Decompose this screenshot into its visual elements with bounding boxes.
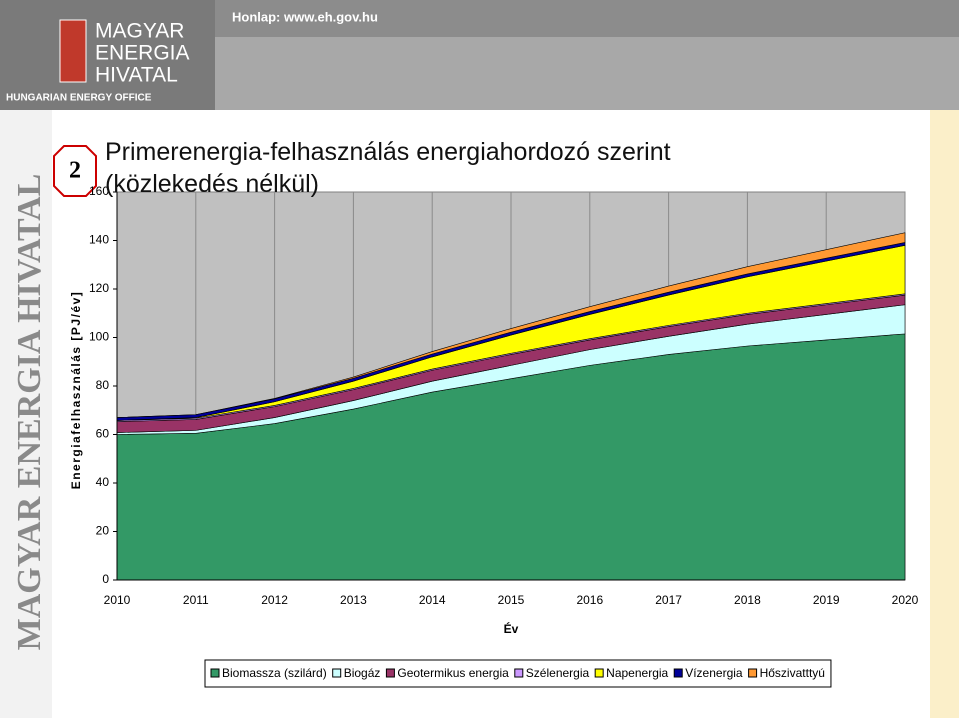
y-tick-label: 60 bbox=[96, 427, 110, 441]
y-axis-label: Energiafelhasználás [PJ/év] bbox=[69, 291, 83, 490]
legend-swatch bbox=[385, 668, 395, 678]
logo-box bbox=[0, 0, 215, 110]
logo-line: HIVATAL bbox=[95, 64, 178, 87]
legend-swatch bbox=[673, 668, 683, 678]
chart-title: Primerenergia-felhasználás energiahordoz… bbox=[105, 138, 671, 198]
slide-number-box bbox=[53, 145, 97, 197]
legend-label: Geotermikus energia bbox=[397, 666, 509, 680]
legend-swatch bbox=[514, 668, 524, 678]
legend-label: Szélenergia bbox=[526, 666, 590, 680]
slide-number: 2 bbox=[69, 158, 81, 184]
logo-subtitle: HUNGARIAN ENERGY OFFICE bbox=[6, 93, 152, 104]
y-tick-label: 140 bbox=[89, 233, 109, 247]
logo-line: ENERGIA bbox=[95, 42, 190, 65]
x-tick-label: 2012 bbox=[261, 593, 288, 607]
x-tick-label: 2017 bbox=[655, 593, 682, 607]
x-tick-label: 2016 bbox=[576, 593, 603, 607]
x-tick-label: 2015 bbox=[498, 593, 525, 607]
legend-label: Biogáz bbox=[344, 666, 381, 680]
header-bar bbox=[215, 0, 959, 37]
x-tick-label: 2018 bbox=[734, 593, 761, 607]
x-tick-label: 2010 bbox=[104, 593, 131, 607]
legend-swatch bbox=[748, 668, 758, 678]
logo-line: MAGYAR bbox=[95, 20, 184, 43]
side-text: MAGYAR ENERGIA HIVATAL bbox=[11, 174, 48, 651]
y-tick-label: 20 bbox=[96, 524, 110, 538]
legend-swatch bbox=[210, 668, 220, 678]
area bbox=[116, 232, 906, 418]
y-tick-label: 0 bbox=[102, 572, 109, 586]
y-tick-label: 40 bbox=[96, 475, 110, 489]
legend-label: Biomassza (szilárd) bbox=[222, 666, 327, 680]
legend-label: Napenergia bbox=[606, 666, 668, 680]
x-tick-label: 2020 bbox=[892, 593, 919, 607]
legend-label: Hőszivatttyú bbox=[760, 666, 825, 680]
legend-label: Vízenergia bbox=[685, 666, 743, 680]
x-axis-label: Év bbox=[504, 621, 519, 636]
y-tick-label: 100 bbox=[89, 330, 109, 344]
legend-swatch bbox=[594, 668, 604, 678]
x-tick-label: 2014 bbox=[419, 593, 446, 607]
legend-swatch bbox=[332, 668, 342, 678]
y-tick-label: 120 bbox=[89, 281, 109, 295]
side-strip bbox=[0, 110, 52, 718]
legend-box bbox=[204, 659, 832, 688]
x-tick-label: 2019 bbox=[813, 593, 840, 607]
right-strip bbox=[930, 110, 959, 718]
y-tick-label: 80 bbox=[96, 378, 110, 392]
x-tick-label: 2011 bbox=[183, 593, 209, 607]
x-tick-label: 2013 bbox=[340, 593, 367, 607]
website: Honlap: www.eh.gov.hu bbox=[232, 9, 378, 24]
logo-crest bbox=[59, 19, 87, 83]
y-tick-label: 160 bbox=[89, 184, 109, 198]
